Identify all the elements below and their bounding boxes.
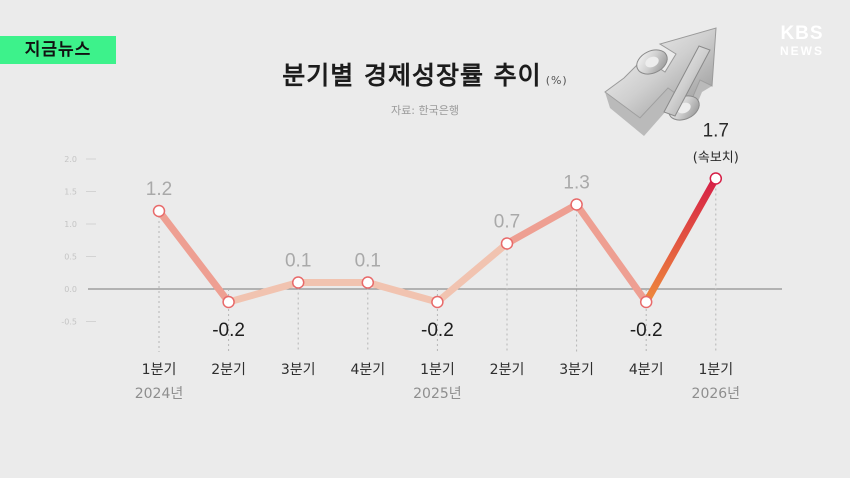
data-label: 1.3 [563,173,589,194]
x-tick-label: 1분기 [420,362,455,378]
data-point [639,295,653,309]
series-line-segment [364,279,441,306]
x-tick-label: 1분기 [142,362,177,378]
data-point [152,204,166,218]
chart-unit: (%) [545,74,568,87]
data-label: 0.7 [494,212,520,233]
series-line-segment [573,201,650,306]
chart-title-text: 분기별 경제성장률 추이 [282,61,542,90]
x-tick-label: 4분기 [350,362,385,378]
x-tick-label: 3분기 [559,362,594,378]
x-year-label: 2024년 [135,386,184,402]
data-point [570,198,583,211]
logo-line-2: NEWS [780,44,824,58]
preliminary-note: (속보치) [693,151,739,166]
data-label: 0.1 [285,251,311,272]
chart-title: 분기별 경제성장률 추이 (%) [0,56,850,92]
x-tick-label: 4분기 [629,362,664,378]
x-year-label: 2026년 [692,386,741,402]
data-point [361,276,375,289]
x-tick-label: 1분기 [698,362,733,378]
news-section-badge: 지금뉴스 [0,36,116,64]
y-tick-label: -0.5 [61,318,77,327]
series-line-segment [433,240,511,306]
series-line-segment [642,175,720,306]
data-label: -0.2 [212,320,245,341]
series-line-segment [225,279,302,306]
data-label: -0.2 [630,320,663,341]
data-label: 1.7 [703,121,729,142]
data-label: 1.2 [146,179,172,200]
chart-source: 자료: 한국은행 [391,104,459,117]
logo-line-1: KBS [780,23,824,44]
x-tick-label: 3분기 [281,362,316,378]
data-label: -0.2 [421,320,454,341]
data-point [500,237,514,250]
kbs-news-logo: KBS NEWS [780,23,824,59]
series-line-segment [503,201,581,247]
x-tick-label: 2분기 [490,362,525,378]
data-point [291,276,305,289]
y-tick-label: 0.5 [64,253,77,262]
y-tick-label: 0.0 [64,285,77,294]
data-label: 0.1 [355,251,381,272]
data-point [222,295,235,309]
data-point [431,295,444,309]
y-tick-label: 2.0 [64,155,77,164]
y-tick-label: 1.5 [64,188,77,197]
y-tick-label: 1.0 [64,220,77,229]
x-tick-label: 2분기 [211,362,246,378]
data-point [709,172,723,185]
series-line-segment [155,207,233,306]
x-year-label: 2025년 [413,386,462,402]
